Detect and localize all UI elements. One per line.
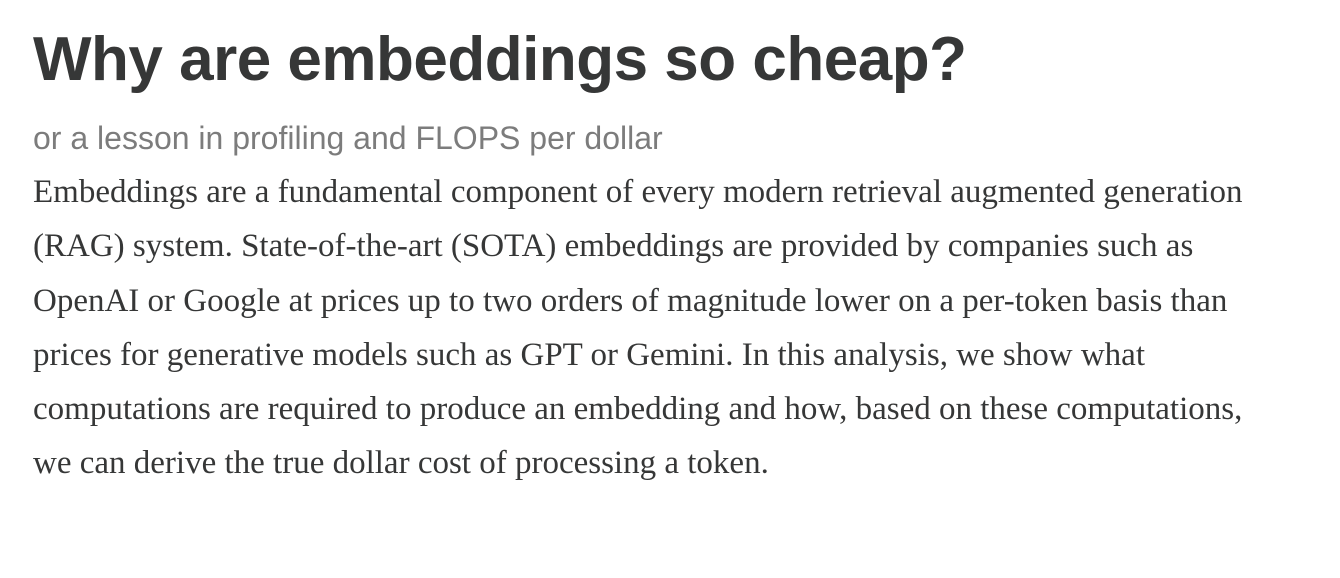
article-title: Why are embeddings so cheap?: [33, 25, 967, 94]
article-subtitle: or a lesson in profiling and FLOPS per d…: [33, 120, 663, 156]
article: Why are embeddings so cheap? or a lesson…: [33, 0, 1313, 491]
article-intro-paragraph: Embeddings are a fundamental component o…: [33, 174, 1243, 482]
